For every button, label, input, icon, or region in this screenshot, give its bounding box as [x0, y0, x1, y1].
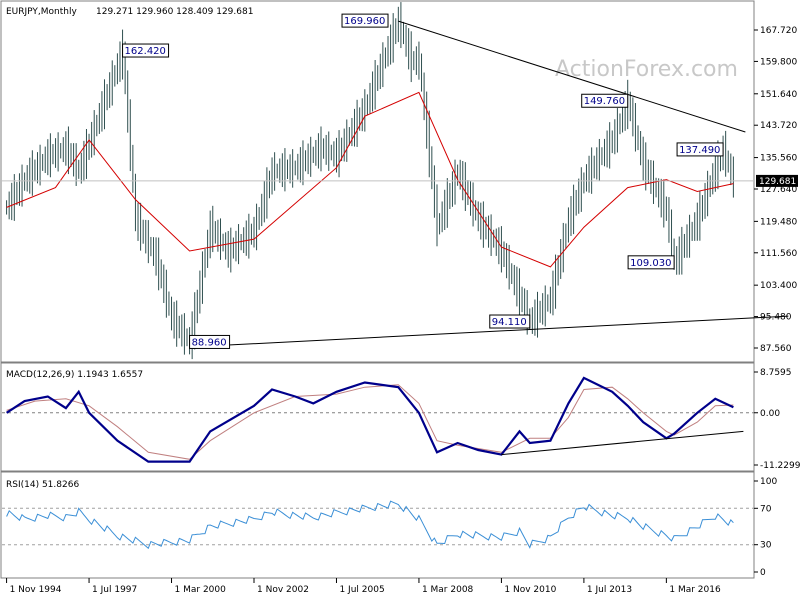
macd-y-tick: 0.00: [760, 409, 780, 419]
macd-title: MACD(12,26,9) 1.1943 1.6557: [6, 370, 143, 380]
price-annotation-box: [122, 43, 170, 58]
price-annotation-label: 137.490: [679, 145, 720, 156]
price-annotation-label: 109.030: [630, 258, 671, 269]
price-layer: 169.960 162.420 149.760 137.490 109.030 94.11…: [2, 2, 789, 360]
price-annotation-label: 149.760: [584, 96, 625, 107]
upper-trendline: [398, 20, 746, 133]
rsi-layer: [2, 500, 754, 550]
price-annotation-label: 94.110: [492, 317, 527, 328]
macd-panel-frame: [0, 362, 755, 472]
last-price-label: 129.681: [759, 177, 796, 187]
x-tick-label: 1 Nov 1994: [10, 585, 62, 595]
moving-average-line: [6, 91, 734, 268]
price-annotation-box: [489, 314, 531, 329]
price-y-tick: 103.400: [760, 281, 797, 291]
price-y-tick: 167.720: [760, 26, 797, 36]
chart-title: EURJPY,Monthly: [6, 7, 77, 17]
x-tick-label: 1 Nov 2010: [504, 585, 556, 595]
price-annotation-label: 162.420: [125, 46, 166, 57]
last-price-marker: [756, 174, 798, 187]
rsi-y-tick: 30: [760, 541, 772, 551]
price-annotation-box: [627, 255, 675, 270]
price-y-tick: 143.720: [760, 121, 797, 131]
lower-trendline: [189, 315, 789, 348]
price-y-tick: 95.480: [760, 313, 792, 323]
price-y-tick: 119.480: [760, 217, 797, 227]
x-tick-label: 1 Nov 2002: [257, 585, 309, 595]
axis-layer: 167.720 159.800 151.640 143.720 135.560 127.6…: [6, 26, 800, 595]
price-y-tick: 159.800: [760, 57, 797, 67]
rsi-title: RSI(14) 51.8266: [6, 480, 79, 490]
rsi-y-tick: 0: [760, 568, 766, 578]
x-tick-label: 1 Mar 2000: [175, 585, 227, 595]
x-tick-label: 1 Jul 1997: [92, 585, 137, 595]
macd-y-tick: -11.2299: [760, 461, 800, 471]
macd-line: [6, 376, 734, 463]
price-annotation-label: 88.960: [192, 337, 227, 348]
price-annotation-box: [189, 334, 231, 349]
rsi-y-tick: 100: [760, 477, 777, 487]
price-y-tick: 111.560: [760, 249, 797, 259]
price-annotation-box: [581, 93, 629, 108]
price-panel-frame: [0, 0, 755, 363]
price-y-tick: 135.560: [760, 154, 797, 164]
x-tick-label: 1 Mar 2016: [669, 585, 721, 595]
macd-layer: [2, 376, 754, 463]
price-y-tick: 151.640: [760, 90, 797, 100]
price-y-tick: 87.560: [760, 344, 792, 354]
x-tick-label: 1 Mar 2008: [422, 585, 474, 595]
rsi-y-tick: 70: [760, 504, 772, 514]
ohlc-readout: 129.271 129.960 128.409 129.681: [96, 7, 253, 17]
x-tick-label: 1 Jul 2013: [587, 585, 632, 595]
macd-trendline: [501, 430, 744, 456]
macd-y-tick: 8.7595: [760, 368, 792, 378]
price-annotation-label: 169.960: [344, 16, 385, 27]
macd-signal-line: [6, 384, 734, 460]
rsi-panel-frame: [0, 471, 755, 579]
price-annotation-box: [341, 13, 389, 28]
price-annotation-box: [676, 142, 724, 157]
rsi-line: [6, 500, 734, 550]
price-y-tick: 127.640: [760, 185, 797, 195]
watermark: ActionForex.com: [555, 57, 738, 82]
x-tick-label: 1 Jul 2005: [339, 585, 384, 595]
